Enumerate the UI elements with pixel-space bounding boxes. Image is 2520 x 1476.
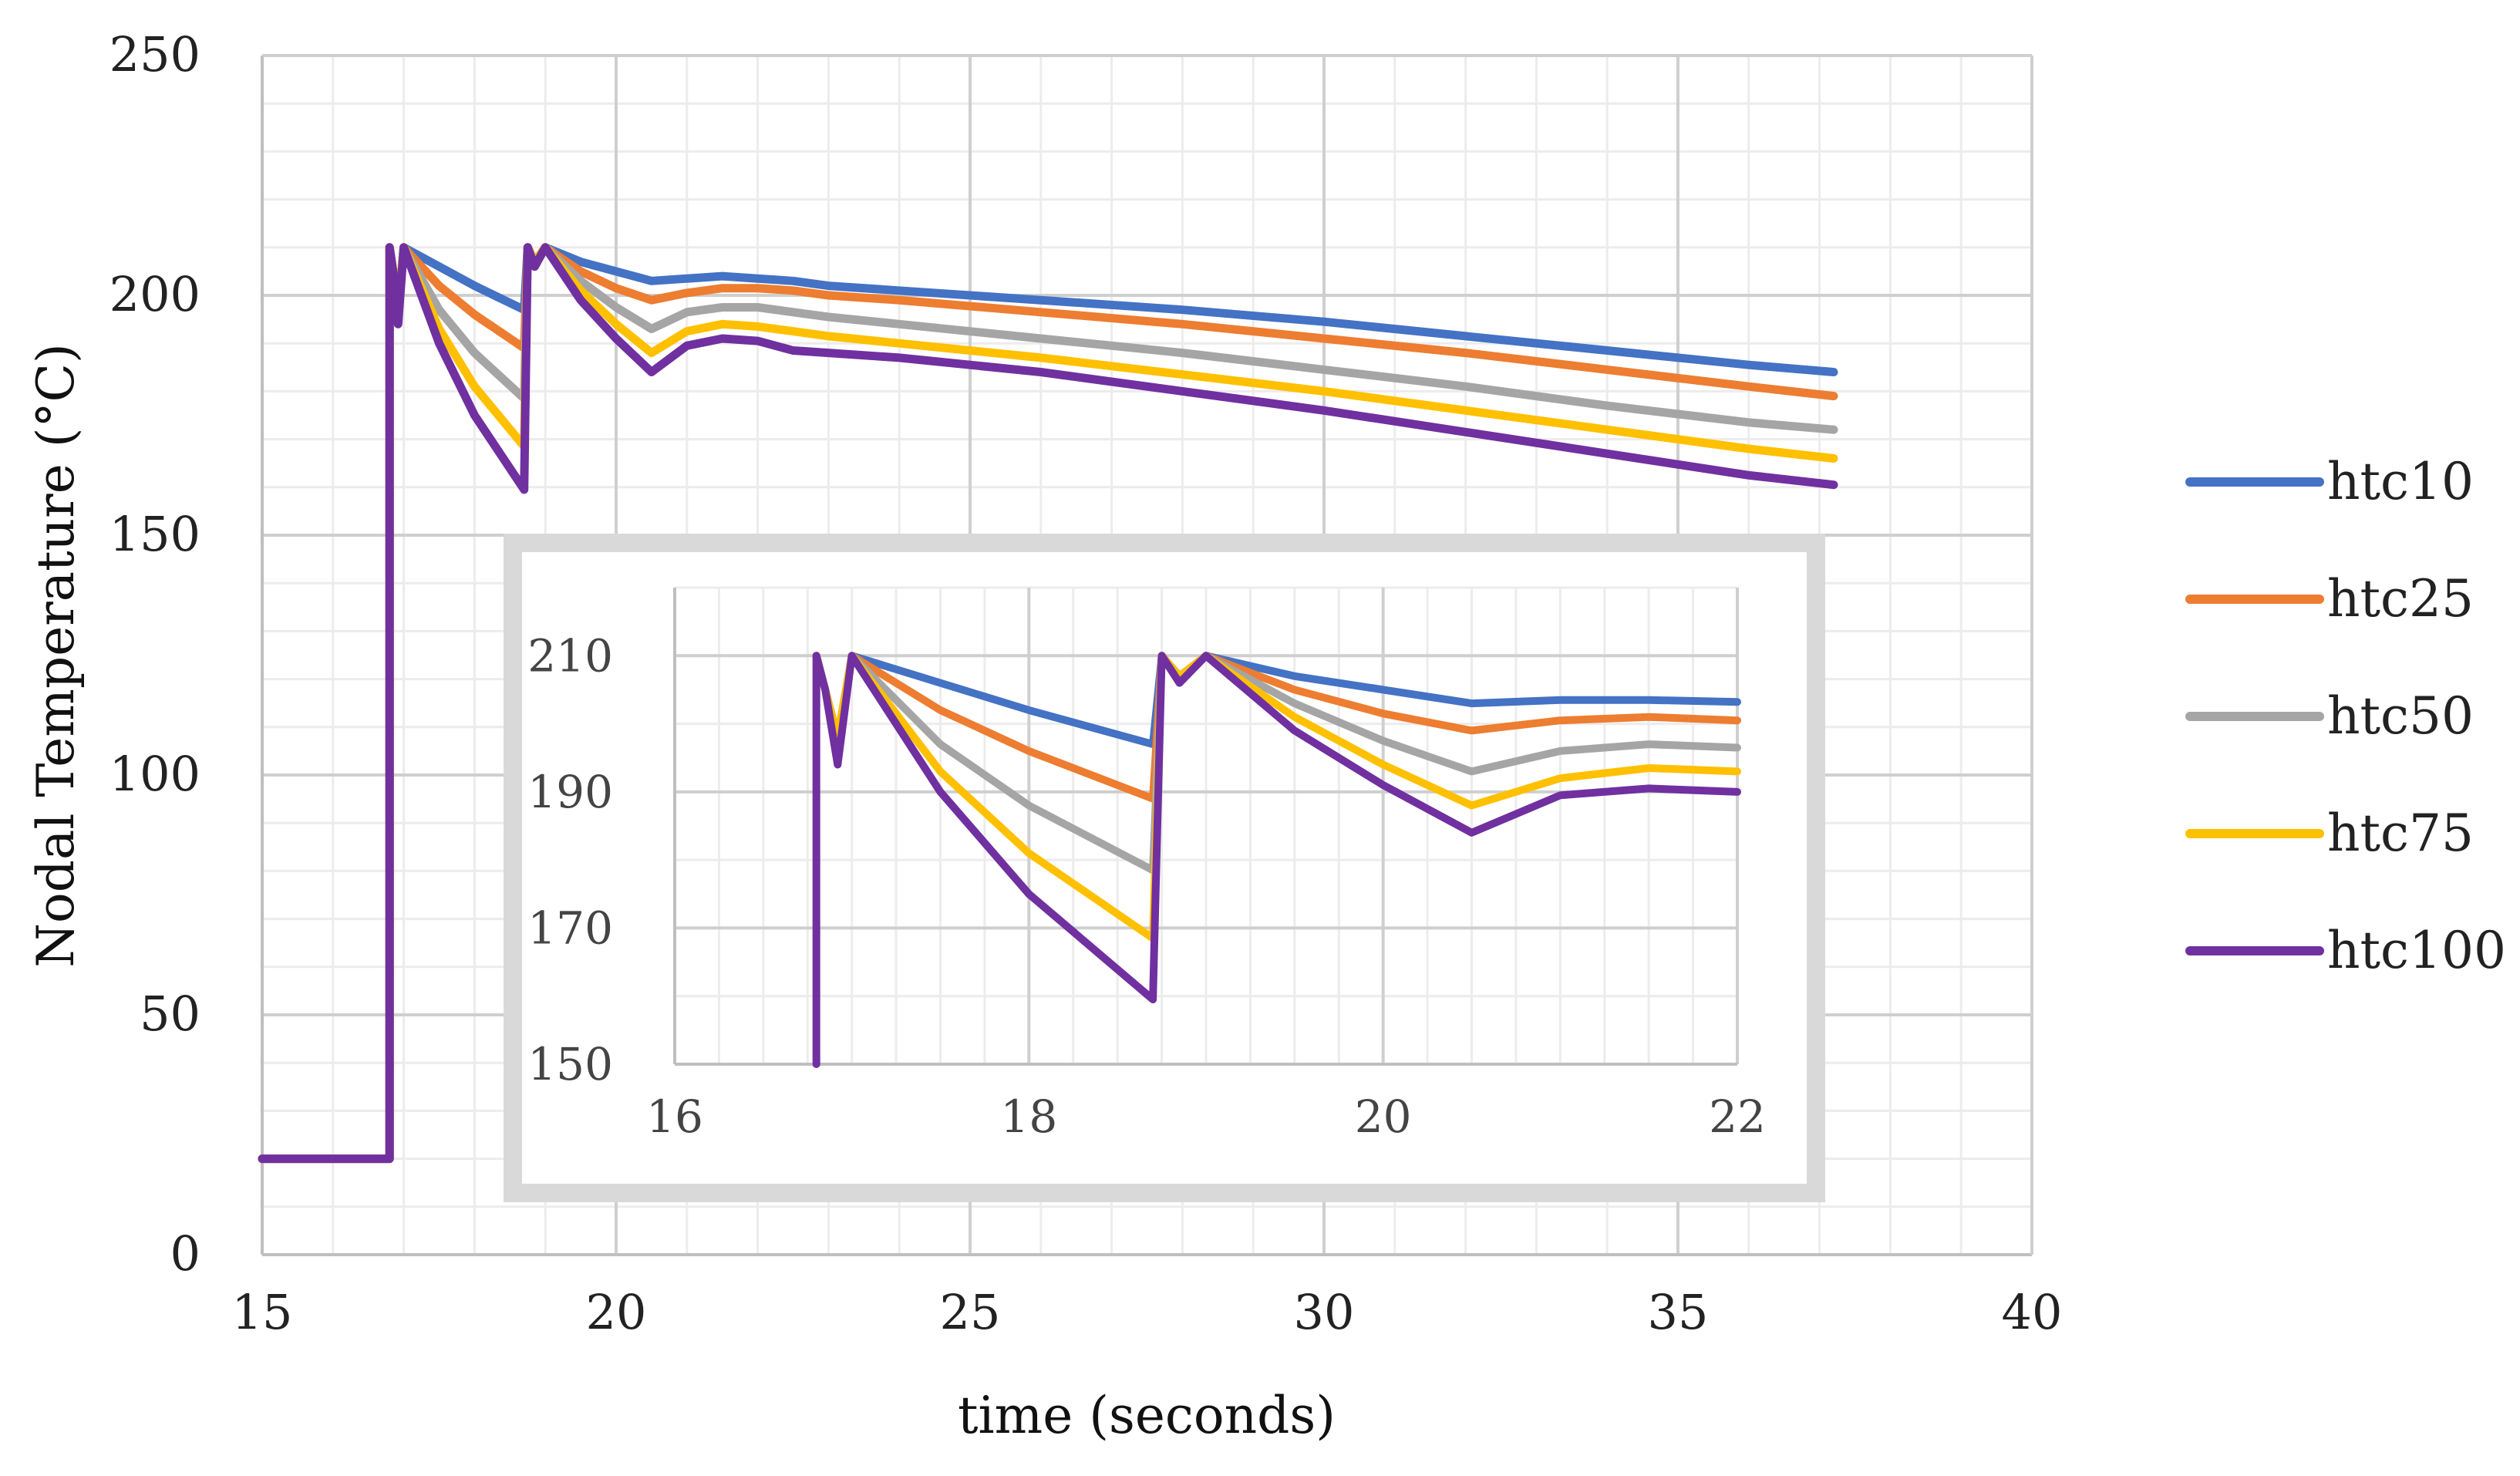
x-tick-label: 18 xyxy=(1000,1090,1057,1143)
x-tick-label: 15 xyxy=(232,1284,293,1340)
inset-tick-labels: 16 18 20 22 150 170 190 210 xyxy=(527,629,1766,1143)
y-tick-label: 250 xyxy=(109,26,200,83)
inset-series-lines xyxy=(812,652,1741,1068)
legend-label: htc50 xyxy=(2327,686,2474,746)
legend-label: htc100 xyxy=(2327,921,2506,980)
legend-label: htc75 xyxy=(2327,804,2474,863)
x-tick-label: 22 xyxy=(1709,1090,1766,1143)
legend: htc10 htc25 htc50 htc75 htc100 xyxy=(2185,452,2506,980)
main-series-lines xyxy=(258,243,1838,1164)
inset-frame xyxy=(504,534,1825,1202)
series-line-htc100 xyxy=(812,652,1741,1068)
y-tick-label: 50 xyxy=(140,986,200,1042)
y-tick-label: 170 xyxy=(527,901,613,954)
x-tick-label: 35 xyxy=(1648,1284,1709,1340)
legend-label: htc10 xyxy=(2327,452,2474,511)
y-tick-label: 150 xyxy=(527,1038,613,1090)
series-line-htc100 xyxy=(258,243,1838,1164)
main-tick-labels: 15 20 25 30 35 40 0 50 100 150 200 250 xyxy=(109,26,2063,1340)
y-tick-label: 210 xyxy=(527,629,613,682)
x-tick-label: 16 xyxy=(646,1090,703,1143)
x-tick-label: 25 xyxy=(940,1284,1001,1340)
x-axis-title: time (seconds) xyxy=(958,1386,1336,1445)
legend-label: htc25 xyxy=(2327,569,2474,628)
x-tick-label: 40 xyxy=(2002,1284,2063,1340)
y-axis-title: Nodal Temperature (°C) xyxy=(26,343,86,968)
y-tick-label: 190 xyxy=(527,766,613,818)
y-tick-label: 100 xyxy=(109,746,200,802)
y-tick-label: 150 xyxy=(109,506,200,562)
x-tick-label: 20 xyxy=(1355,1090,1412,1143)
x-tick-label: 30 xyxy=(1294,1284,1355,1340)
y-tick-label: 200 xyxy=(109,266,200,322)
y-tick-label: 0 xyxy=(170,1225,200,1282)
x-tick-label: 20 xyxy=(586,1284,647,1340)
